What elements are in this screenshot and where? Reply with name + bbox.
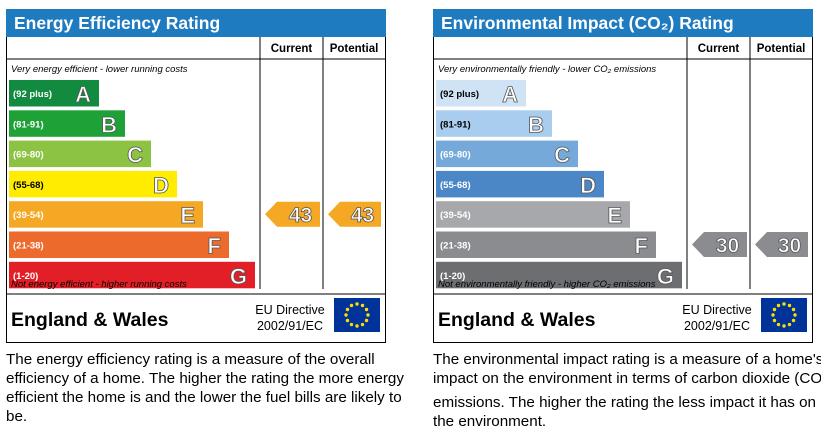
ei-eu-star-icon xyxy=(772,318,777,323)
ee-band-range-g: (1-20) xyxy=(13,271,38,282)
ei-current-arrow xyxy=(692,232,747,257)
ei-potential-arrow xyxy=(755,232,808,257)
environmental-description-part1: The environmental impact rating is a mea… xyxy=(433,351,821,387)
ei-eu-star-icon xyxy=(787,322,792,327)
ee-top-note: Very energy efficient - lower running co… xyxy=(11,64,188,75)
environmental-impact-title: Environmental Impact (CO₂) Rating xyxy=(433,9,813,37)
energy-efficiency-svg: Current Potential Very energy efficient - … xyxy=(7,37,385,333)
ei-band-c xyxy=(436,140,578,168)
ee-band-b xyxy=(9,110,125,137)
ei-potential-header: Potential xyxy=(757,43,806,55)
ei-band-g xyxy=(436,261,682,289)
ei-eu-star-icon xyxy=(776,322,781,327)
ei-band-letter-f: F xyxy=(635,234,648,259)
ee-current-header: Current xyxy=(271,43,313,55)
ei-band-letter-b: B xyxy=(528,112,544,137)
ee-current-arrow xyxy=(265,201,320,227)
ei-band-d xyxy=(436,170,604,198)
ee-band-letter-a: A xyxy=(75,82,91,107)
ei-current-header: Current xyxy=(698,43,740,55)
ei-band-a xyxy=(436,80,526,107)
ee-potential-arrow xyxy=(328,201,381,227)
ee-band-range-a: (92 plus) xyxy=(13,89,52,100)
ee-band-letter-c: C xyxy=(127,143,143,168)
ei-band-range-g: (1-20) xyxy=(440,271,465,282)
ee-eu-star-icon xyxy=(349,322,354,327)
ee-bottom-note: Not energy efficient - higher running co… xyxy=(11,279,187,290)
ei-band-letter-c: C xyxy=(554,143,570,168)
environmental-impact-svg: Current Potential Very environmentally fri… xyxy=(434,37,812,333)
ei-footer-country: England & Wales xyxy=(438,309,596,331)
ei-band-e xyxy=(436,201,630,228)
ee-band-letter-e: E xyxy=(180,203,195,228)
ee-eu-star-icon xyxy=(355,324,359,328)
ee-band-a xyxy=(9,80,99,107)
ee-potential-value: 43 xyxy=(351,204,374,227)
ee-band-range-c: (69-80) xyxy=(13,150,44,161)
energy-efficiency-description: The energy efficiency rating is a measur… xyxy=(6,351,404,425)
ei-band-f xyxy=(436,231,656,258)
ei-footer-directive-2: 2002/91/EC xyxy=(684,319,750,333)
ee-current-value: 43 xyxy=(289,204,312,227)
ei-eu-star-icon xyxy=(787,303,792,308)
ee-band-letter-f: F xyxy=(208,234,221,259)
energy-efficiency-chart: Current Potential Very energy efficient - … xyxy=(6,37,386,343)
environmental-impact-description: The environmental impact rating is a mea… xyxy=(433,350,821,431)
ei-band-letter-g: G xyxy=(657,264,674,289)
ei-band-b xyxy=(436,110,552,137)
ee-band-e xyxy=(9,201,203,228)
ee-eu-star-icon xyxy=(360,322,365,327)
ei-band-range-a: (92 plus) xyxy=(440,89,479,100)
ee-band-range-f: (21-38) xyxy=(13,241,44,252)
ei-band-range-b: (81-91) xyxy=(440,119,471,130)
ei-band-range-d: (55-68) xyxy=(440,180,471,191)
ei-band-letter-e: E xyxy=(607,203,622,228)
ee-band-letter-d: D xyxy=(153,173,169,198)
ee-band-d xyxy=(9,170,177,198)
energy-efficiency-panel: Energy Efficiency Rating Current Potentia… xyxy=(6,9,404,425)
ei-footer-directive-1: EU Directive xyxy=(682,303,752,317)
ee-eu-star-icon xyxy=(345,307,350,312)
ee-eu-star-icon xyxy=(364,307,369,312)
ee-eu-star-icon xyxy=(344,313,348,317)
ee-eu-star-icon xyxy=(345,318,350,323)
ei-eu-star-icon xyxy=(771,313,775,317)
environmental-impact-chart: Current Potential Very environmentally fri… xyxy=(433,37,813,343)
ei-bottom-note: Not environmentally friendly - higher CO… xyxy=(438,279,656,290)
ee-footer-country: England & Wales xyxy=(11,309,169,331)
ee-eu-star-icon xyxy=(360,303,365,308)
ei-potential-value: 30 xyxy=(778,235,801,258)
ee-eu-star-icon xyxy=(349,303,354,308)
ei-current-value: 30 xyxy=(716,235,739,258)
ee-band-c xyxy=(9,140,151,168)
ei-eu-star-icon xyxy=(776,303,781,308)
ei-band-range-c: (69-80) xyxy=(440,150,471,161)
ei-band-letter-d: D xyxy=(580,173,596,198)
ee-band-range-e: (39-54) xyxy=(13,210,44,221)
ei-band-range-f: (21-38) xyxy=(440,241,471,252)
environmental-impact-panel: Environmental Impact (CO₂) Rating Curren… xyxy=(433,9,821,430)
ee-band-g xyxy=(9,261,255,289)
ee-eu-star-icon xyxy=(355,302,359,306)
ei-top-note: Very environmentally friendly - lower CO… xyxy=(438,64,656,75)
ei-eu-star-icon xyxy=(791,318,796,323)
ei-band-letter-a: A xyxy=(502,82,518,107)
ei-eu-star-icon xyxy=(793,313,797,317)
ei-band-range-e: (39-54) xyxy=(440,210,471,221)
ei-eu-star-icon xyxy=(782,302,786,306)
ei-eu-star-icon xyxy=(772,307,777,312)
ee-band-f xyxy=(9,231,229,258)
energy-efficiency-title: Energy Efficiency Rating xyxy=(6,9,386,37)
ei-eu-star-icon xyxy=(782,324,786,328)
ee-footer-directive-1: EU Directive xyxy=(255,303,325,317)
ee-potential-header: Potential xyxy=(330,43,379,55)
ee-band-letter-g: G xyxy=(230,264,247,289)
ee-band-range-d: (55-68) xyxy=(13,180,44,191)
ee-eu-star-icon xyxy=(364,318,369,323)
ei-eu-star-icon xyxy=(791,307,796,312)
ee-eu-star-icon xyxy=(366,313,370,317)
ee-band-letter-b: B xyxy=(101,112,117,137)
ee-footer-directive-2: 2002/91/EC xyxy=(257,319,323,333)
ee-band-range-b: (81-91) xyxy=(13,119,44,130)
